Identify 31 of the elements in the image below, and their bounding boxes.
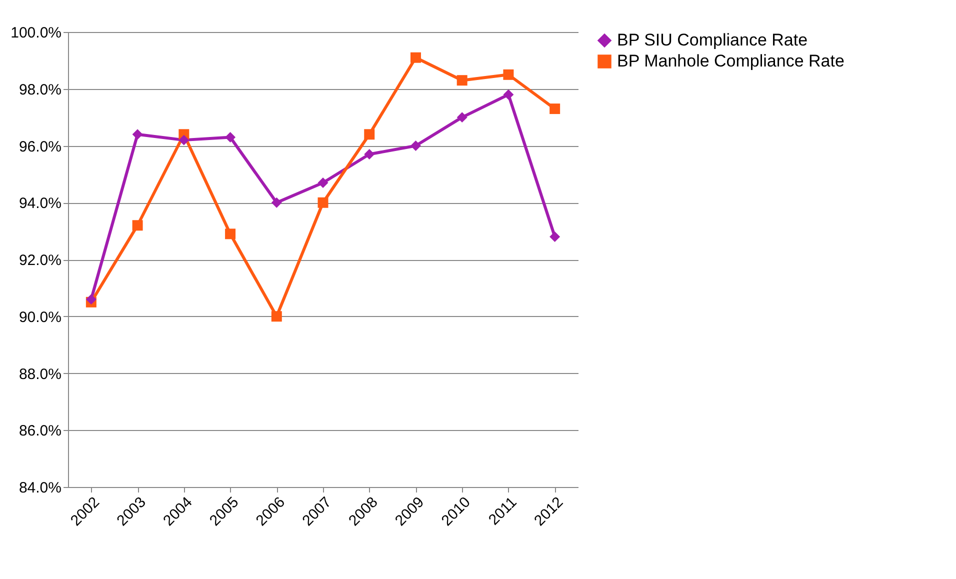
point [550, 104, 560, 114]
point [225, 228, 236, 240]
point [318, 197, 328, 208]
point [178, 134, 190, 146]
point [503, 69, 514, 80]
y-tick-label: 94.0% [18, 195, 62, 212]
point [364, 129, 375, 140]
point [132, 220, 143, 231]
y-tick-label: 98.0% [18, 81, 62, 98]
legend-label: BP Manhole Compliance Rate [617, 52, 844, 70]
point [364, 149, 375, 160]
point [410, 140, 421, 151]
point [271, 311, 282, 322]
point [225, 132, 236, 142]
y-tick-label: 86.0% [18, 422, 62, 440]
y-tick-label: 100.0% [10, 24, 62, 42]
point [503, 89, 514, 100]
point [271, 197, 282, 208]
y-tick-label: 90.0% [18, 308, 62, 326]
point [550, 232, 560, 242]
point [456, 75, 468, 86]
y-tick-label: 84.0% [18, 480, 62, 496]
point [132, 129, 143, 140]
y-tick-label: 92.0% [18, 252, 62, 269]
point [410, 52, 421, 63]
point [86, 294, 96, 305]
y-tick-label: 88.0% [18, 366, 62, 383]
legend-label: BP SIU Compliance Rate [617, 30, 808, 50]
y-tick-label: 96.0% [18, 138, 62, 156]
point [456, 112, 468, 123]
point [318, 177, 328, 188]
